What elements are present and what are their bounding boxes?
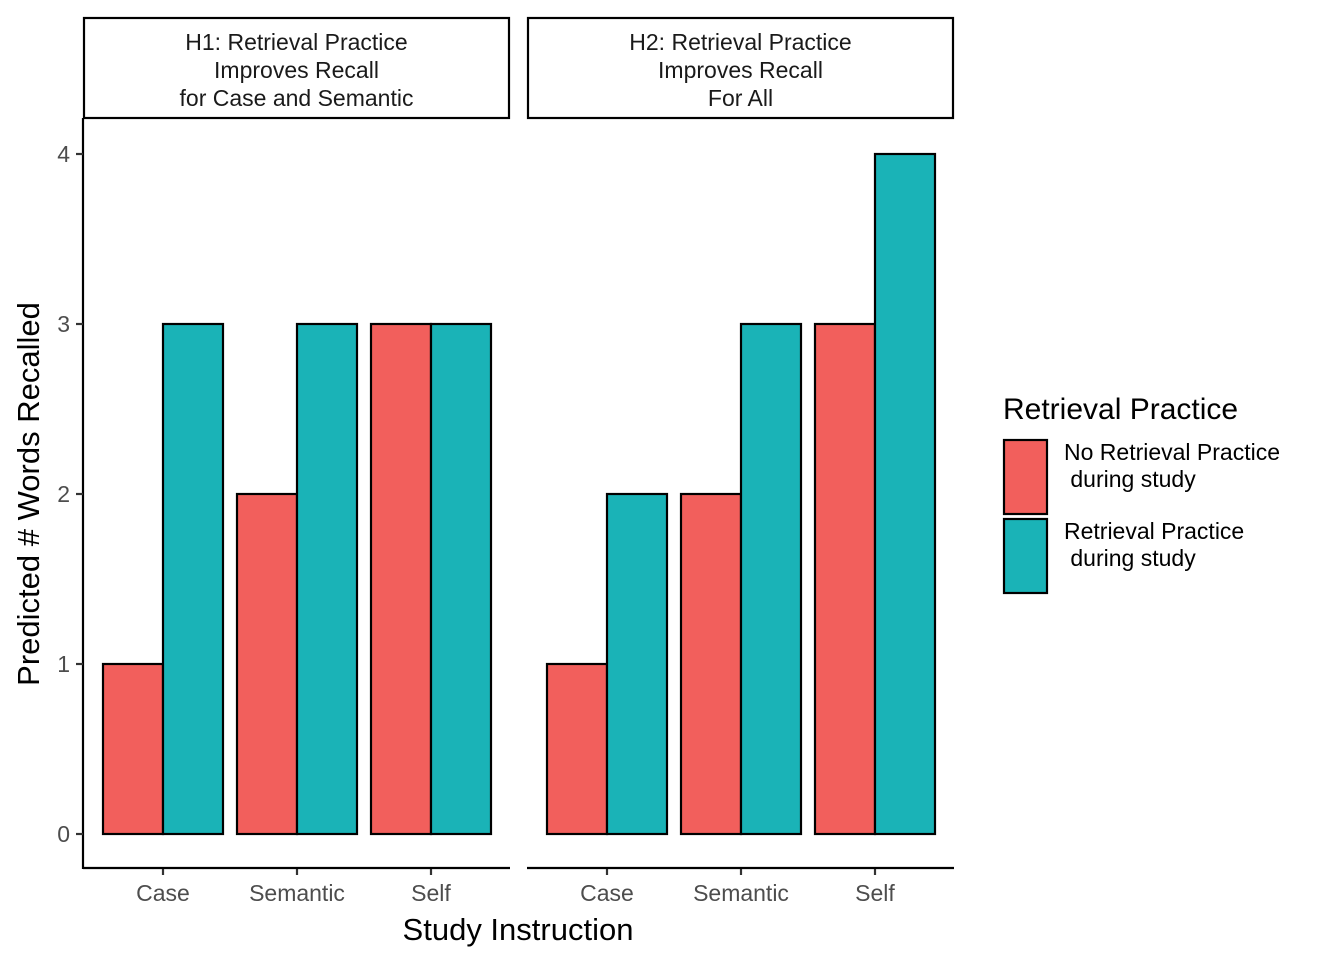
bar-retrieval-self [873, 152, 937, 836]
facet-title-line: Improves Recall [658, 57, 823, 83]
legend-label: No Retrieval Practice [1064, 439, 1280, 465]
bar-retrieval-self [429, 322, 493, 836]
facet-title-line: H2: Retrieval Practice [629, 29, 851, 55]
bar-no-retrieval-self [813, 322, 877, 836]
x-tick-label: Self [855, 880, 895, 906]
x-tick-label: Self [411, 880, 451, 906]
bar-no-retrieval-self [369, 322, 433, 836]
y-axis-title: Predicted # Words Recalled [11, 302, 46, 686]
facet-title-line: H1: Retrieval Practice [185, 29, 407, 55]
facet-title-line: For All [708, 85, 773, 111]
x-tick-label: Case [136, 880, 190, 906]
bar-no-retrieval-semantic [679, 492, 743, 836]
bar-retrieval-case [605, 492, 669, 836]
facet-title-line: Improves Recall [214, 57, 379, 83]
legend-swatch [1002, 438, 1049, 516]
legend-swatch [1002, 517, 1049, 595]
bar-retrieval-semantic [739, 322, 803, 836]
facet-title-line: for Case and Semantic [180, 85, 414, 111]
y-tick-label: 4 [57, 141, 70, 167]
legend: Retrieval Practice No Retrieval Practice… [1002, 393, 1280, 595]
y-tick-label: 0 [57, 821, 70, 847]
y-tick-label: 2 [57, 481, 70, 507]
bar-retrieval-semantic [295, 322, 359, 836]
legend-label: Retrieval Practice [1064, 518, 1244, 544]
facet-strip-1 [82, 16, 511, 120]
legend-title: Retrieval Practice [1003, 393, 1238, 426]
legend-item: Retrieval Practice during study [1002, 517, 1244, 595]
x-tick-label: Semantic [693, 880, 789, 906]
bar-no-retrieval-semantic [235, 492, 299, 836]
legend-item: No Retrieval Practice during study [1002, 438, 1280, 516]
facet-strip-2 [526, 16, 955, 120]
bar-no-retrieval-case [545, 662, 609, 836]
legend-label: during study [1064, 545, 1196, 571]
legend-label: during study [1064, 466, 1196, 492]
y-tick-label: 1 [57, 651, 70, 677]
y-tick-label: 3 [57, 311, 70, 337]
bar-retrieval-case [161, 322, 225, 836]
x-tick-label: Case [580, 880, 634, 906]
x-axis-title: Study Instruction [403, 912, 634, 947]
bar-no-retrieval-case [101, 662, 165, 836]
x-tick-label: Semantic [249, 880, 345, 906]
